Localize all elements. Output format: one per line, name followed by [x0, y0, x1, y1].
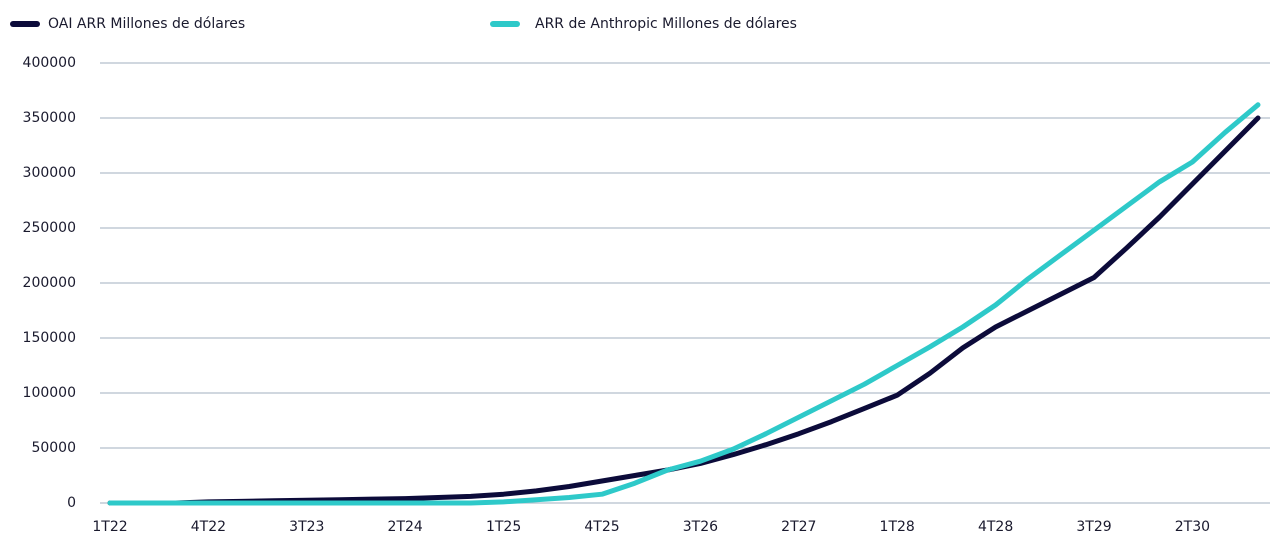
y-tick-label: 350000	[23, 110, 76, 126]
x-tick-label: 3T29	[1076, 519, 1111, 535]
y-tick-label: 400000	[23, 55, 76, 71]
series-line	[107, 102, 1261, 506]
x-tick-label: 4T25	[584, 519, 619, 535]
y-tick-label: 300000	[23, 165, 76, 181]
y-tick-label: 200000	[23, 275, 76, 291]
legend-label: ARR de Anthropic Millones de dólares	[535, 16, 797, 32]
x-tick-label: 2T30	[1175, 519, 1210, 535]
x-tick-label: 1T25	[486, 519, 521, 535]
x-tick-label: 3T26	[683, 519, 718, 535]
y-tick-label: 250000	[23, 220, 76, 236]
x-tick-label: 1T28	[880, 519, 915, 535]
y-tick-label: 100000	[23, 385, 76, 401]
x-tick-label: 3T23	[289, 519, 324, 535]
y-tick-label: 0	[67, 495, 76, 511]
legend-label: OAI ARR Millones de dólares	[48, 16, 245, 32]
series-line	[107, 115, 1261, 506]
x-tick-label: 2T24	[388, 519, 423, 535]
y-tick-label: 150000	[23, 330, 76, 346]
x-tick-label: 4T22	[191, 519, 226, 535]
x-tick-label: 4T28	[978, 519, 1013, 535]
y-tick-label: 50000	[31, 440, 76, 456]
x-tick-label: 1T22	[92, 519, 127, 535]
x-tick-label: 2T27	[781, 519, 816, 535]
